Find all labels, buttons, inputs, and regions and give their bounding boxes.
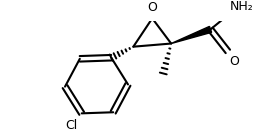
Polygon shape — [171, 26, 212, 44]
Text: Cl: Cl — [65, 119, 78, 132]
Text: O: O — [147, 1, 157, 14]
Text: NH₂: NH₂ — [229, 0, 253, 13]
Text: O: O — [229, 55, 239, 68]
